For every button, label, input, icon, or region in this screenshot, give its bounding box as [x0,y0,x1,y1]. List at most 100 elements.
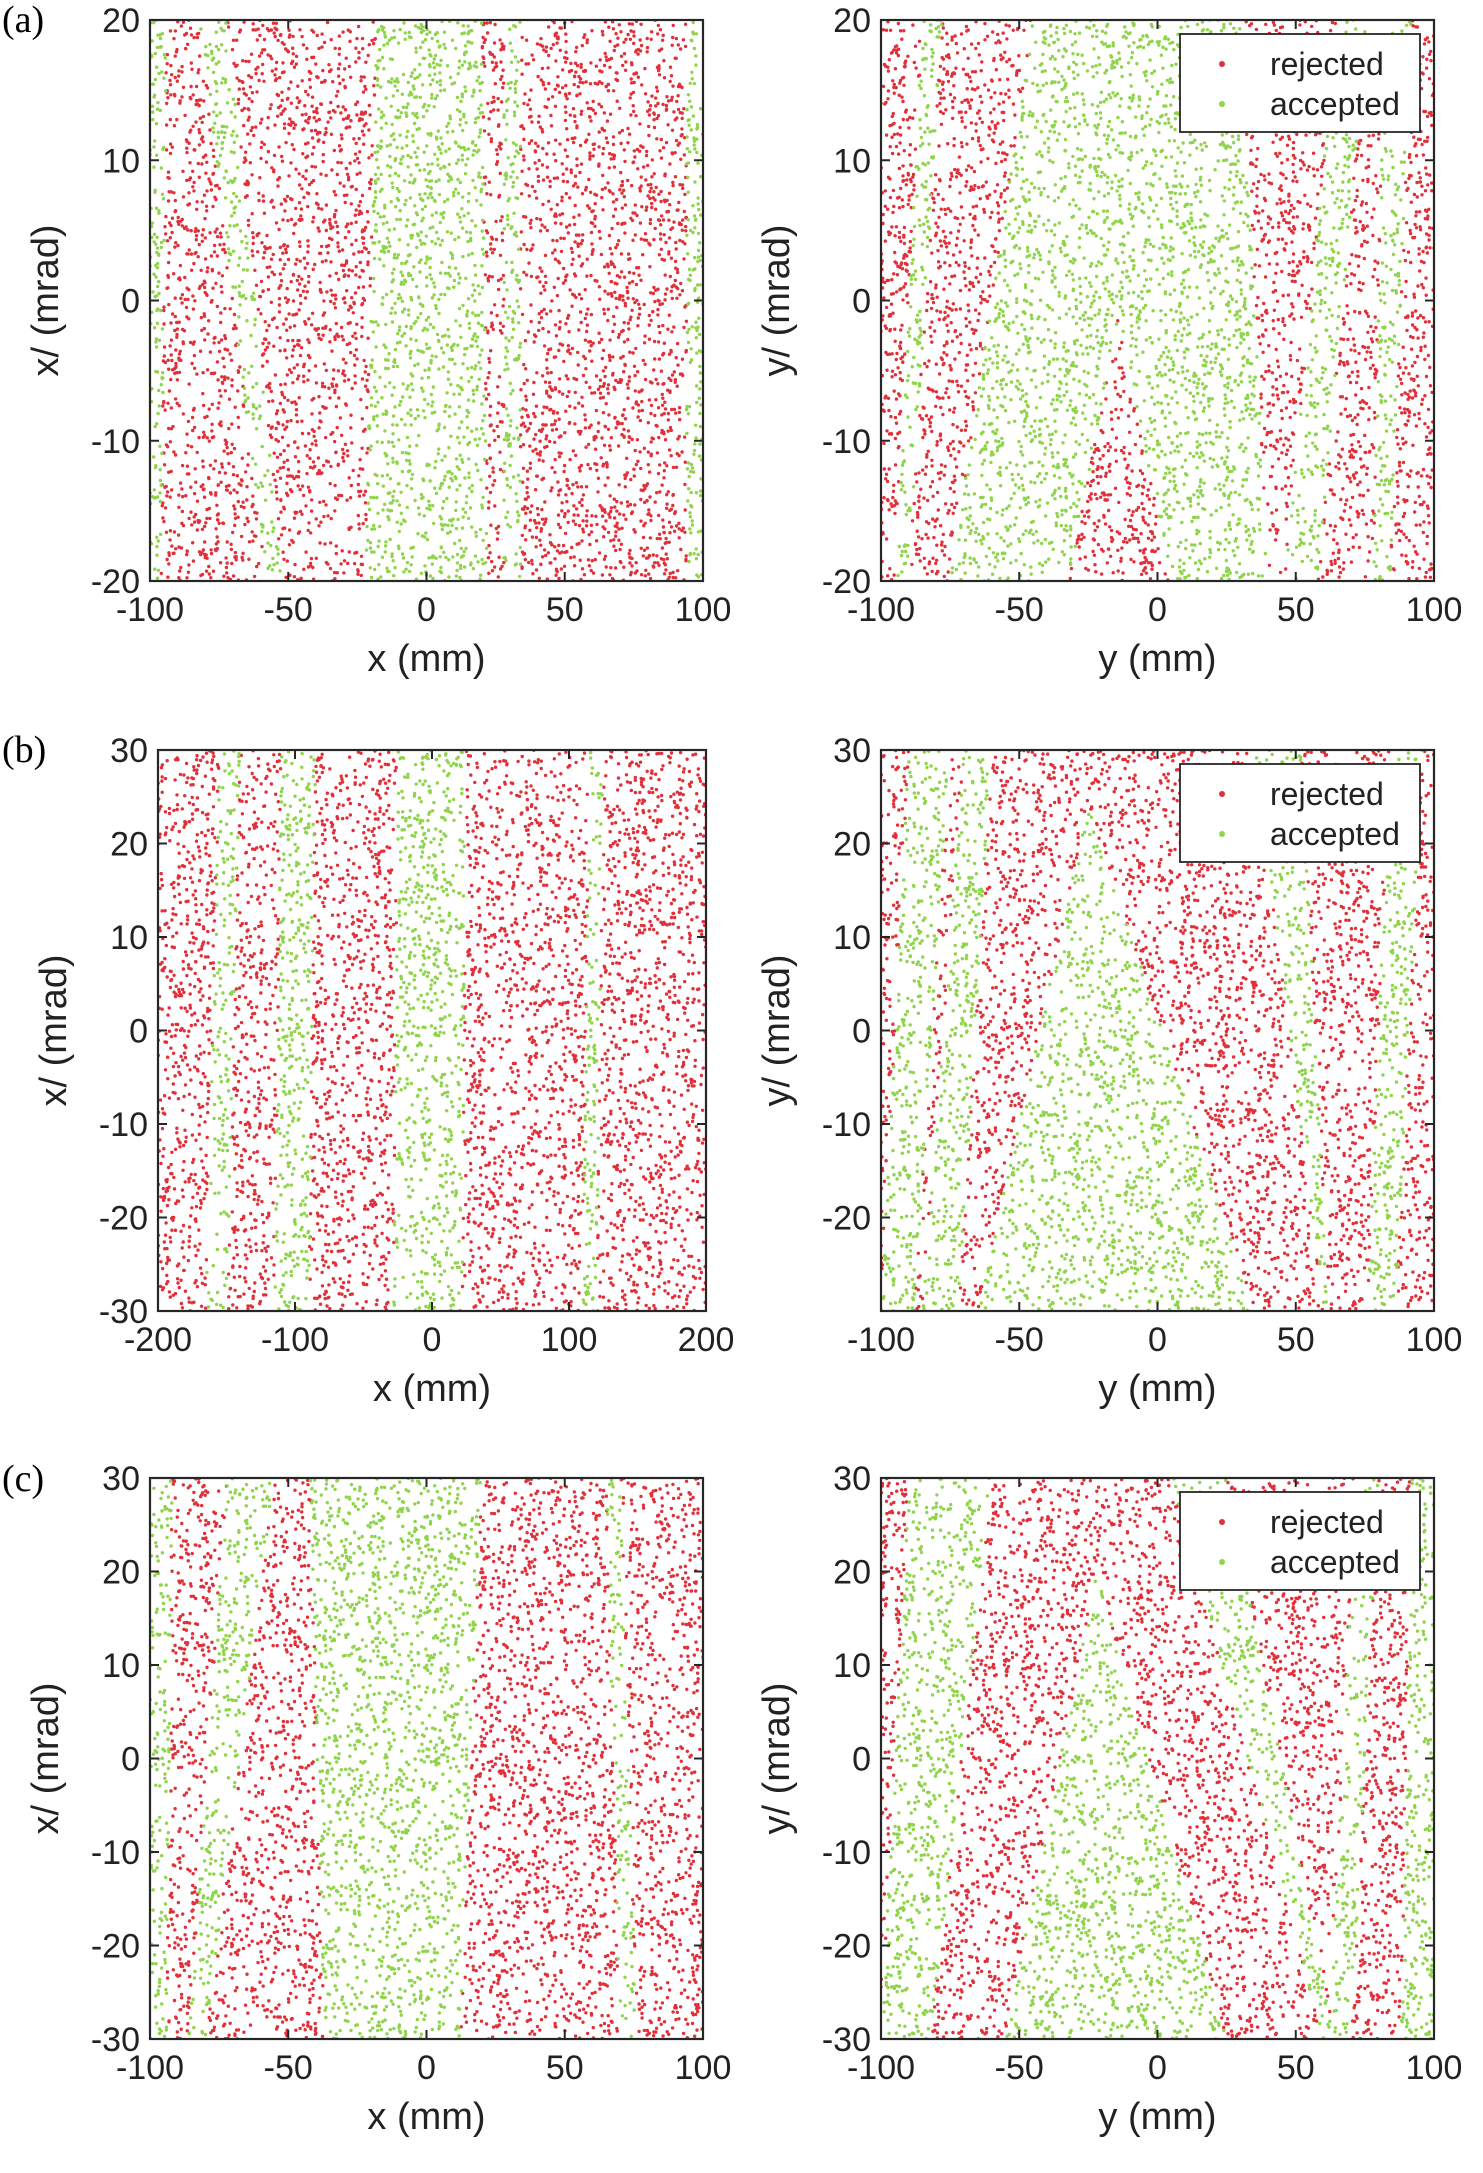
legend-label-rejected: rejected [1270,46,1384,82]
plot-area [150,1478,703,2039]
y-tick-label: 0 [852,1741,871,1779]
y-tick-label: -20 [91,563,140,601]
y-axis-label: y/ (mrad) [756,955,798,1107]
x-tick-label: 0 [417,2049,436,2087]
y-tick-label: 20 [833,2,871,40]
y-tick-label: -10 [99,1106,148,1144]
y-tick-label: -20 [91,1928,140,1966]
x-tick-label: -50 [995,1321,1044,1359]
y-tick-label: -10 [822,1106,871,1144]
x-tick-label: 100 [541,1321,598,1359]
panel-letter-b: (b) [2,729,46,771]
y-tick-label: -10 [91,1834,140,1872]
y-tick-label: 10 [110,919,148,957]
y-tick-label: -10 [822,423,871,461]
y-tick-label: 10 [102,142,140,180]
y-tick-label: -30 [91,2021,140,2059]
legend-marker-accepted [1219,831,1225,837]
y-tick-label: -20 [99,1200,148,1238]
y-tick-label: 0 [129,1013,148,1051]
y-tick-label: 30 [833,732,871,770]
x-tick-label: 50 [546,591,584,629]
y-tick-label: 20 [110,826,148,864]
legend-marker-rejected [1219,61,1225,67]
y-tick-label: 20 [833,1554,871,1592]
legend-label-accepted: accepted [1270,1544,1400,1580]
legend-marker-rejected [1219,1519,1225,1525]
x-axis-label: x (mm) [367,638,485,680]
x-axis-label: y (mm) [1098,638,1216,680]
y-tick-label: -30 [822,2021,871,2059]
x-tick-label: 0 [1148,591,1167,629]
y-axis-label: y/ (mrad) [756,225,798,377]
x-axis-label: x (mm) [367,2096,485,2138]
x-axis-label: y (mm) [1098,1368,1216,1410]
y-tick-label: 0 [121,1741,140,1779]
y-tick-label: 0 [121,283,140,321]
legend-label-accepted: accepted [1270,816,1400,852]
x-tick-label: 100 [675,591,732,629]
x-tick-label: 0 [1148,1321,1167,1359]
y-tick-label: 10 [833,919,871,957]
x-tick-label: 100 [1406,2049,1463,2087]
y-tick-label: -10 [91,423,140,461]
y-tick-label: 20 [833,826,871,864]
y-tick-label: -10 [822,1834,871,1872]
legend-label-accepted: accepted [1270,86,1400,122]
y-tick-label: 30 [833,1460,871,1498]
y-tick-label: 30 [102,1460,140,1498]
legend-label-rejected: rejected [1270,1504,1384,1540]
x-tick-label: -100 [847,1321,915,1359]
x-tick-label: 0 [417,591,436,629]
y-tick-label: 10 [102,1647,140,1685]
y-axis-label: x/ (mrad) [25,1683,67,1835]
legend-marker-accepted [1219,101,1225,107]
x-tick-label: 0 [423,1321,442,1359]
y-tick-label: -20 [822,1928,871,1966]
legend-label-rejected: rejected [1270,776,1384,812]
x-tick-label: -50 [264,2049,313,2087]
x-tick-label: -50 [995,2049,1044,2087]
y-tick-label: 10 [833,1647,871,1685]
y-axis-label: y/ (mrad) [756,1683,798,1835]
x-tick-label: 100 [1406,1321,1463,1359]
x-tick-label: 50 [1277,2049,1315,2087]
panel-letter-c: (c) [2,1458,44,1500]
x-tick-label: -100 [261,1321,329,1359]
y-tick-label: 30 [110,732,148,770]
x-tick-label: 200 [678,1321,735,1359]
legend: rejected accepted [1180,1492,1420,1590]
x-tick-label: -50 [264,591,313,629]
y-tick-label: -20 [822,1200,871,1238]
y-tick-label: 20 [102,2,140,40]
x-tick-label: 50 [1277,591,1315,629]
x-tick-label: 100 [1406,591,1463,629]
y-tick-label: 10 [833,142,871,180]
y-axis-label: x/ (mrad) [33,955,75,1107]
y-tick-label: 20 [102,1554,140,1592]
legend-marker-rejected [1219,791,1225,797]
y-tick-label: 0 [852,1013,871,1051]
y-tick-label: -20 [822,563,871,601]
y-tick-label: -30 [99,1293,148,1331]
legend: rejected accepted [1180,764,1420,862]
x-tick-label: -50 [995,591,1044,629]
legend: rejected accepted [1180,34,1420,132]
x-tick-label: 50 [1277,1321,1315,1359]
x-tick-label: 0 [1148,2049,1167,2087]
x-axis-label: x (mm) [373,1368,491,1410]
panel-letter-a: (a) [2,0,44,41]
x-tick-label: 50 [546,2049,584,2087]
y-tick-label: 0 [852,283,871,321]
legend-marker-accepted [1219,1559,1225,1565]
x-tick-label: 100 [675,2049,732,2087]
x-axis-label: y (mm) [1098,2096,1216,2138]
